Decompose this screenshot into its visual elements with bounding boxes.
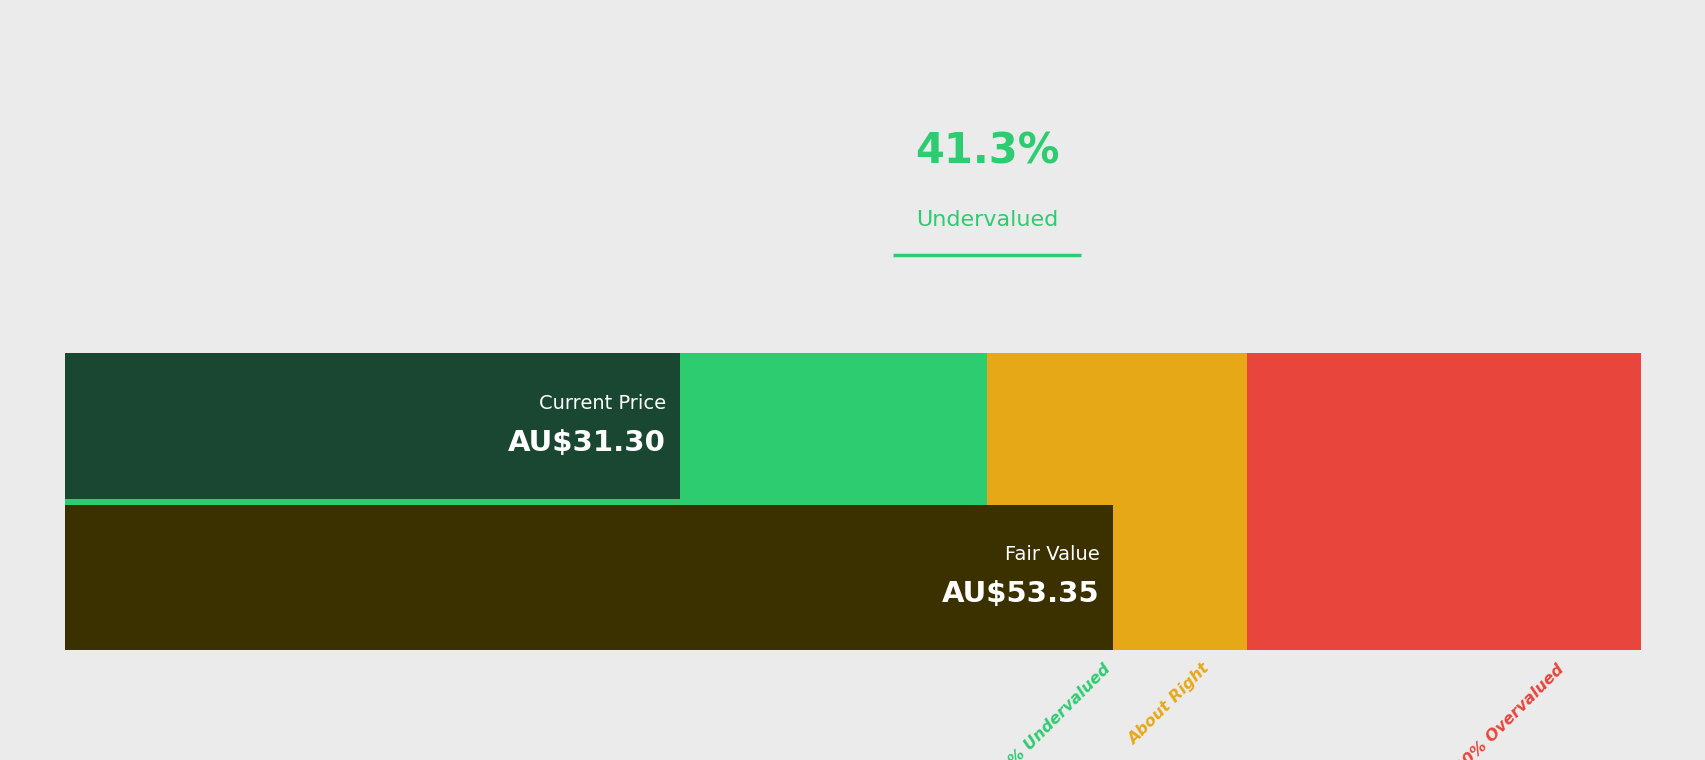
Bar: [1246, 353, 1640, 650]
Text: 20% Overvalued: 20% Overvalued: [1451, 661, 1567, 760]
Text: Fair Value: Fair Value: [1004, 545, 1098, 564]
Bar: [65, 505, 1112, 650]
Bar: [987, 353, 1246, 650]
Text: Current Price: Current Price: [539, 394, 665, 413]
Text: AU$53.35: AU$53.35: [941, 580, 1098, 608]
Text: 41.3%: 41.3%: [914, 131, 1059, 173]
Text: Undervalued: Undervalued: [916, 211, 1057, 230]
Text: 20% Undervalued: 20% Undervalued: [991, 661, 1113, 760]
Bar: [65, 353, 987, 650]
Bar: [65, 353, 679, 499]
Text: About Right: About Right: [1125, 661, 1212, 748]
Text: AU$31.30: AU$31.30: [508, 429, 665, 457]
